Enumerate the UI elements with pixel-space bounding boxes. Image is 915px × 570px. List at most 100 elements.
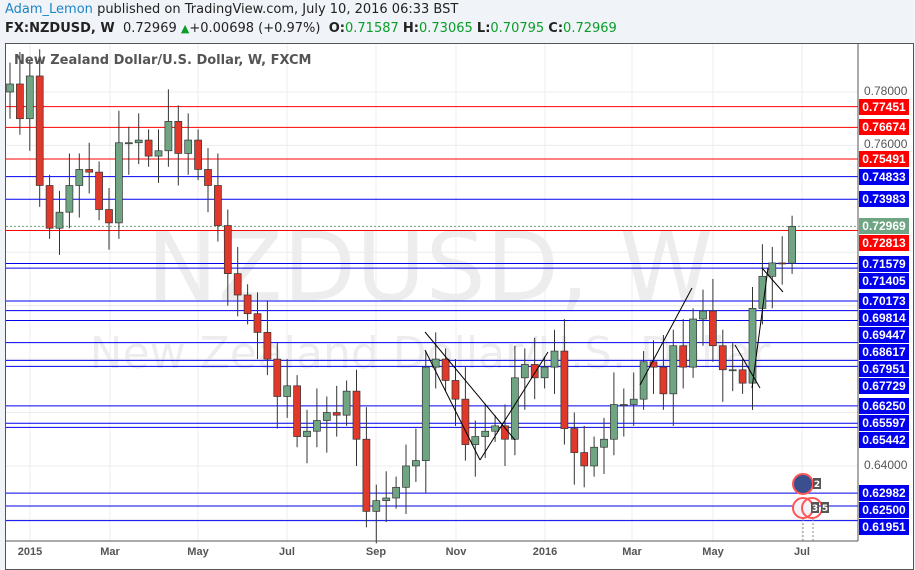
level-price-label: 0.61951	[859, 519, 909, 536]
candle-down	[144, 139, 153, 157]
symbol-info: FX:NZDUSD, W 0.72969 ▲+0.00698 (+0.97%) …	[5, 21, 617, 36]
time-label: Jul	[794, 546, 810, 558]
level-price-label: 0.65442	[859, 432, 909, 449]
level-price-label: 0.68617	[859, 344, 909, 361]
candle-up	[540, 366, 549, 379]
candle-down	[194, 139, 202, 170]
candle-up	[55, 211, 64, 229]
level-price-label: 0.76674	[859, 119, 909, 136]
candle-up	[520, 364, 529, 379]
event-count: 2	[814, 480, 820, 490]
up-triangle-icon: ▲	[180, 22, 190, 35]
candle-down	[214, 185, 222, 226]
event-count-badge	[813, 478, 821, 489]
candle-down	[461, 398, 470, 445]
time-label: Mar	[100, 546, 120, 558]
candle-up	[65, 185, 74, 213]
candle-up	[619, 404, 628, 406]
candle-up	[134, 139, 143, 144]
candle-down	[649, 361, 658, 368]
candle-up	[639, 361, 648, 400]
trendline	[734, 344, 761, 389]
time-label: Nov	[445, 546, 467, 558]
candle-down	[362, 438, 371, 512]
candle-down	[263, 332, 272, 360]
level-price-label: 0.69447	[859, 327, 909, 344]
candle-up	[600, 438, 608, 448]
candle-up	[788, 226, 796, 264]
trendline	[761, 267, 784, 293]
candle-down	[332, 412, 341, 416]
level-price-label: 0.73983	[859, 191, 909, 208]
event-count-badge	[821, 502, 829, 513]
candle-up	[283, 385, 292, 397]
candle-up	[322, 412, 331, 421]
time-label: 2015	[17, 546, 43, 558]
candle-up	[768, 262, 777, 277]
candle-up	[75, 169, 84, 186]
candle-down	[243, 294, 252, 315]
symbol: FX:NZDUSD, W	[5, 21, 115, 36]
candle-down	[560, 350, 569, 429]
level-price-label: 0.66250	[859, 397, 909, 414]
candle-up	[412, 460, 420, 467]
candle-down	[718, 345, 727, 371]
c-label: C:	[548, 21, 564, 36]
candle-up	[421, 366, 430, 461]
low-value: 0.70795	[490, 21, 545, 36]
last-price: 0.72969	[122, 21, 177, 36]
candle-down	[95, 171, 103, 210]
candle-up	[115, 142, 123, 224]
open-value: 0.71587	[345, 21, 399, 36]
candle-down	[293, 385, 301, 437]
level-price-label: 0.62500	[859, 502, 909, 519]
level-price-label: 0.69814	[859, 310, 909, 327]
candle-down	[451, 380, 460, 400]
level-price-label: 0.74833	[859, 168, 909, 185]
candle-up	[154, 150, 163, 157]
change: +0.00698 (+0.97%)	[189, 21, 321, 36]
time-label: May	[187, 546, 209, 558]
candle-down	[580, 452, 589, 467]
candle-up	[342, 390, 351, 416]
candle-down	[85, 169, 94, 173]
price-tick: 0.78000	[864, 84, 908, 98]
level-price-label: 0.77451	[859, 98, 909, 115]
candle-up	[431, 358, 440, 368]
candle-down	[253, 313, 262, 333]
chart-title: New Zealand Dollar/U.S. Dollar, W, FXCM	[14, 53, 312, 68]
candle-down	[441, 358, 450, 381]
candle-up	[382, 497, 391, 502]
candle-down	[352, 390, 361, 440]
time-label: May	[702, 546, 724, 558]
author-link[interactable]: Adam_Lemon	[5, 2, 93, 17]
trendline	[424, 331, 516, 441]
candle-up	[590, 446, 598, 467]
candle-down	[530, 364, 539, 379]
l-label: L:	[476, 21, 491, 36]
level-price-label: 0.75491	[859, 151, 909, 167]
candle-down	[233, 273, 242, 296]
trendline	[751, 267, 769, 389]
candle-down	[223, 225, 232, 274]
candle-up	[25, 75, 34, 120]
candle-down	[35, 75, 44, 186]
level-price-label: 0.71405	[859, 272, 909, 289]
price-tick: 0.76000	[864, 137, 908, 152]
candle-down	[778, 262, 787, 265]
candle-up	[471, 436, 480, 445]
candle-down	[709, 310, 717, 347]
candle-up	[481, 430, 490, 437]
candle-up	[372, 500, 381, 512]
candle-down	[659, 366, 668, 395]
level-price-label: 0.67729	[859, 378, 909, 395]
candle-up	[689, 318, 697, 368]
candle-up	[491, 425, 499, 432]
candle-down	[738, 369, 747, 384]
publish-info: Adam_Lemon published on TradingView.com,…	[5, 2, 458, 17]
candle-up	[669, 345, 678, 395]
high-value: 0.73065	[419, 21, 473, 36]
level-price-label: 0.70173	[859, 293, 909, 310]
candle-up	[303, 430, 311, 437]
